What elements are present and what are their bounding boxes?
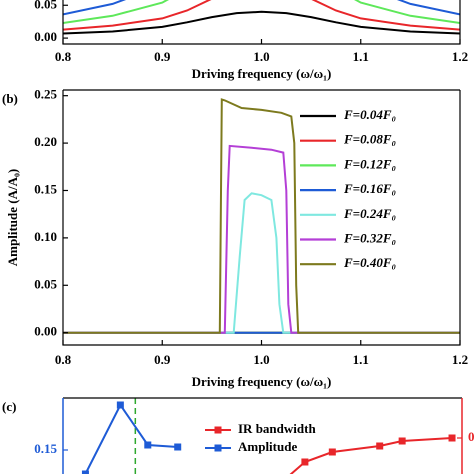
x-tick-label: 1.1 bbox=[353, 49, 369, 64]
legend-label: F=0.24F₀ bbox=[343, 206, 396, 221]
data-point bbox=[448, 434, 456, 442]
data-point bbox=[398, 437, 406, 445]
legend-label: F=0.12F₀ bbox=[343, 156, 396, 171]
data-point bbox=[376, 442, 384, 450]
x-tick-label: 1.0 bbox=[253, 49, 269, 64]
data-point bbox=[328, 448, 336, 456]
series-line bbox=[63, 10, 460, 35]
y-tick-label: 0.15 bbox=[34, 441, 57, 456]
series-line bbox=[289, 437, 453, 474]
data-point bbox=[174, 443, 182, 451]
frame bbox=[62, 89, 461, 346]
legend-label: F=0.04F₀ bbox=[343, 107, 396, 122]
legend-label: F=0.40F₀ bbox=[343, 255, 396, 270]
x-tick-label: 1.2 bbox=[452, 352, 468, 367]
y-tick-label: 0.05 bbox=[34, 276, 57, 291]
y-tick-label: 0.05 bbox=[34, 0, 57, 11]
y-tick-label: 0.00 bbox=[34, 29, 57, 44]
data-point bbox=[301, 458, 309, 466]
y-axis-label: Amplitude (A/A₀) bbox=[5, 169, 20, 266]
y-tick-label: 0.20 bbox=[34, 134, 57, 149]
series-line bbox=[63, 144, 460, 334]
x-tick-label: 0.9 bbox=[154, 49, 171, 64]
series-line bbox=[63, 0, 460, 24]
y-tick-label: 0.25 bbox=[34, 87, 57, 102]
plot-area bbox=[63, 98, 460, 334]
x-tick-label: 1.0 bbox=[253, 352, 269, 367]
legend-label: Amplitude bbox=[238, 439, 297, 454]
legend-label: F=0.32F₀ bbox=[343, 230, 396, 245]
plot-area bbox=[81, 398, 456, 474]
y-tick-label: 0.15 bbox=[34, 181, 57, 196]
series-line bbox=[63, 0, 460, 31]
legend-label: IR bandwidth bbox=[238, 421, 316, 436]
y2-tick-label: 0.15 bbox=[468, 429, 474, 444]
data-point bbox=[116, 401, 124, 409]
series-line bbox=[63, 192, 460, 334]
x-axis-label: Driving frequency (ω/ω₁) bbox=[192, 66, 332, 81]
x-tick-label: 0.9 bbox=[154, 352, 171, 367]
legend-marker bbox=[214, 426, 222, 434]
legend-label: F=0.08F₀ bbox=[343, 132, 396, 147]
x-tick-label: 1.1 bbox=[353, 352, 369, 367]
legend-marker bbox=[214, 444, 222, 452]
y-tick-label: 0.00 bbox=[34, 324, 57, 339]
x-tick-label: 0.8 bbox=[55, 49, 72, 64]
panel-label: (b) bbox=[2, 91, 18, 106]
panel-label: (c) bbox=[2, 399, 16, 414]
x-tick-label: 0.8 bbox=[55, 352, 72, 367]
frame bbox=[62, 0, 461, 45]
y-tick-label: 0.10 bbox=[34, 229, 57, 244]
legend-label: F=0.16F₀ bbox=[343, 181, 396, 196]
data-point bbox=[144, 441, 152, 449]
data-point bbox=[81, 470, 89, 474]
series-line bbox=[63, 98, 460, 334]
x-tick-label: 1.2 bbox=[452, 49, 468, 64]
x-axis-label: Driving frequency (ω/ω₁) bbox=[192, 374, 332, 389]
plot-area bbox=[63, 0, 460, 35]
series-line bbox=[84, 403, 178, 474]
